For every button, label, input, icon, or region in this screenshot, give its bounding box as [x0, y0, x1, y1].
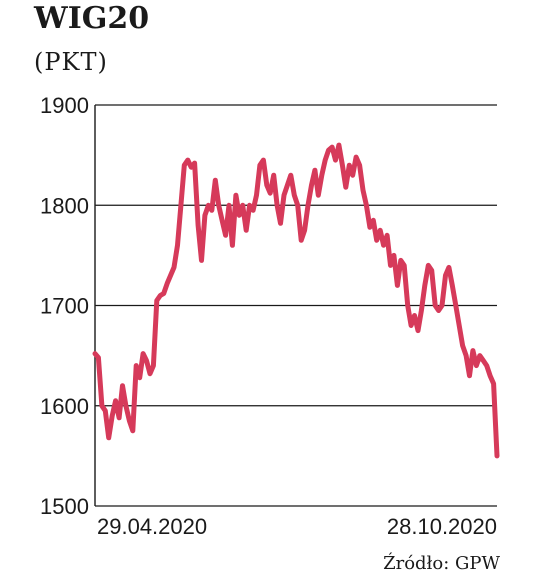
y-tick-label-1600: 1600 [40, 394, 89, 419]
y-tick-label-1900: 1900 [40, 93, 89, 118]
x-tick-label-end: 28.10.2020 [387, 514, 497, 539]
chart-subtitle: (PKT) [34, 48, 108, 76]
y-tick-label-1800: 1800 [40, 193, 89, 218]
wig20-series-line [92, 142, 500, 459]
y-axis-tick-labels: 1500 1600 1700 1800 1900 [40, 93, 89, 519]
gridlines [95, 104, 497, 507]
y-tick-label-1700: 1700 [40, 294, 89, 319]
y-tick-label-1500: 1500 [40, 494, 89, 519]
x-tick-label-start: 29.04.2020 [97, 514, 207, 539]
source-note: Źródło: GPW [383, 551, 500, 574]
chart-title: WIG20 [33, 1, 149, 36]
